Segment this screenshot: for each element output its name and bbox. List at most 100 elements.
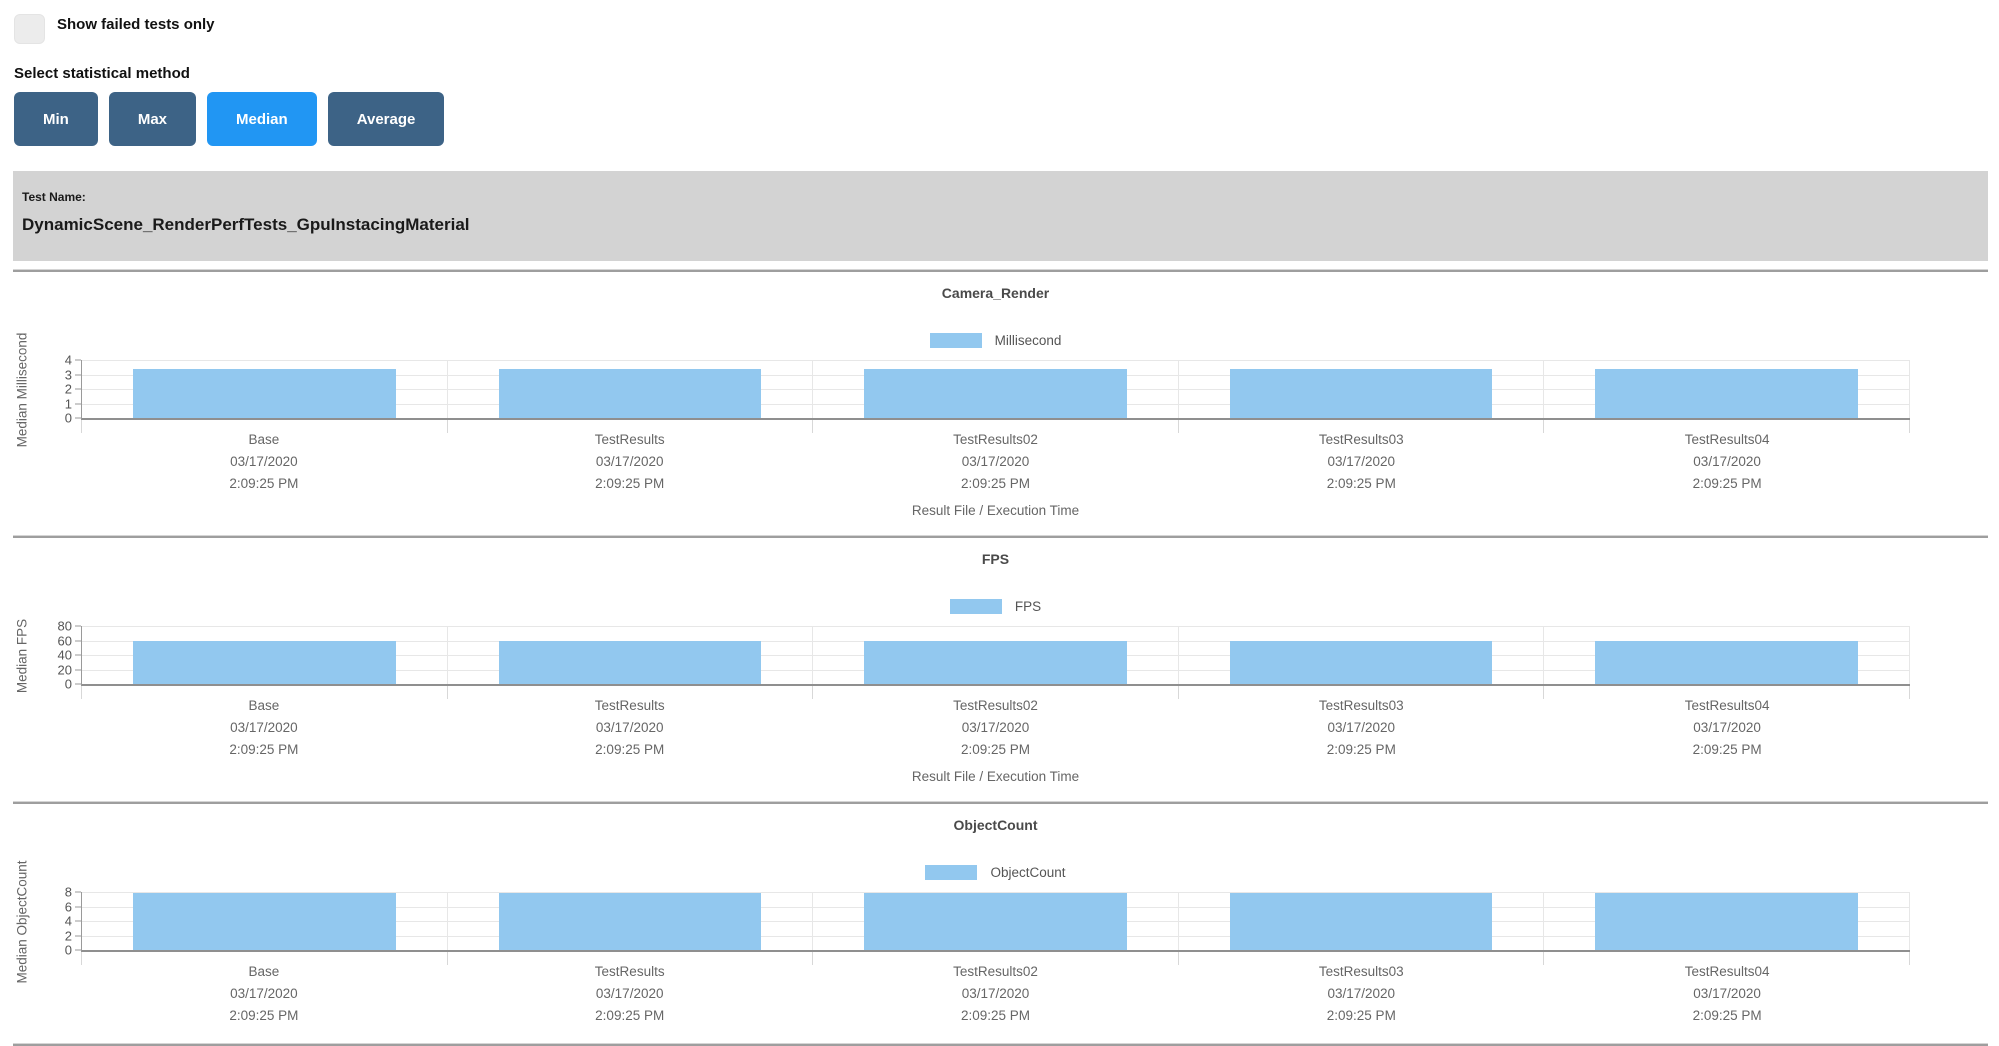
category-time: 2:09:25 PM xyxy=(960,1008,1031,1023)
category-name: Base xyxy=(248,698,280,713)
y-tick-label: 4 xyxy=(64,352,72,368)
h-gridline xyxy=(82,626,1910,627)
show-failed-checkbox[interactable] xyxy=(14,14,45,44)
category-time: 2:09:25 PM xyxy=(229,742,299,757)
y-tick-mark xyxy=(75,654,81,656)
category-label-base: Base 03/17/2020 2:09:25 PM xyxy=(81,695,447,761)
bar-testresults02[interactable] xyxy=(864,893,1127,950)
category-cell xyxy=(82,892,448,965)
category-cell xyxy=(448,892,814,965)
x-axis-category-labels: Base 03/17/2020 2:09:25 PM TestResults 03/17… xyxy=(81,961,1910,1027)
y-tick-mark xyxy=(75,625,81,627)
show-failed-row: Show failed tests only xyxy=(14,14,1999,44)
y-tick-label: 6 xyxy=(64,899,72,914)
category-date: 03/17/2020 xyxy=(595,720,664,735)
category-cell xyxy=(813,626,1179,699)
test-name-banner: Test Name: DynamicScene_RenderPerfTests_… xyxy=(13,171,1988,261)
y-axis-title: Median FPS xyxy=(14,618,30,694)
bar-testresults[interactable] xyxy=(498,641,762,684)
bar-testresults03[interactable] xyxy=(1229,368,1493,418)
bar-base[interactable] xyxy=(133,893,396,950)
category-name: TestResults03 xyxy=(1318,698,1404,713)
category-date: 03/17/2020 xyxy=(1693,720,1761,735)
category-label-testresults02: TestResults02 03/17/2020 2:09:25 PM xyxy=(813,429,1179,495)
stat-button-max[interactable]: Max xyxy=(108,92,197,146)
bar-base[interactable] xyxy=(133,368,396,418)
category-time: 2:09:25 PM xyxy=(1326,742,1396,757)
category-name: TestResults xyxy=(594,432,665,447)
category-time: 2:09:25 PM xyxy=(1326,1008,1396,1023)
y-tick-mark xyxy=(75,640,81,641)
category-cell xyxy=(1179,360,1545,433)
y-tick-mark xyxy=(75,374,81,375)
section-divider xyxy=(13,535,1988,538)
category-cell xyxy=(82,360,448,433)
legend-label: FPS xyxy=(1014,598,1042,614)
category-name: TestResults xyxy=(594,698,665,713)
category-cell xyxy=(82,626,448,699)
category-name: TestResults02 xyxy=(953,698,1038,713)
test-name-value: DynamicScene_RenderPerfTests_GpuInstacin… xyxy=(22,215,470,234)
category-time: 2:09:25 PM xyxy=(595,1008,665,1023)
legend-swatch-icon xyxy=(925,864,978,880)
chart-legend[interactable]: ObjectCount xyxy=(81,864,1910,880)
category-cell xyxy=(1544,892,1910,965)
show-failed-label: Show failed tests only xyxy=(57,16,215,33)
category-time: 2:09:25 PM xyxy=(595,742,665,757)
category-name: TestResults04 xyxy=(1684,964,1770,979)
category-date: 03/17/2020 xyxy=(1327,720,1396,735)
bar-testresults03[interactable] xyxy=(1229,893,1493,950)
bar-testresults04[interactable] xyxy=(1595,641,1858,684)
category-date: 03/17/2020 xyxy=(595,986,664,1001)
category-label-testresults02: TestResults02 03/17/2020 2:09:25 PM xyxy=(813,695,1179,761)
bar-testresults[interactable] xyxy=(498,368,762,418)
category-date: 03/17/2020 xyxy=(230,986,298,1001)
category-label-base: Base 03/17/2020 2:09:25 PM xyxy=(81,961,447,1027)
stat-method-label: Select statistical method xyxy=(14,65,190,82)
category-date: 03/17/2020 xyxy=(961,986,1030,1001)
category-date: 03/17/2020 xyxy=(1693,454,1761,469)
bar-testresults03[interactable] xyxy=(1229,641,1493,684)
chart-legend[interactable]: Millisecond xyxy=(81,332,1910,348)
category-cell xyxy=(1544,626,1910,699)
stat-button-row: Min Max Median Average xyxy=(14,92,1999,146)
test-name-label: Test Name: xyxy=(22,190,86,204)
category-name: TestResults04 xyxy=(1684,432,1770,447)
charts-container: Camera_Render Millisecond Median Millise… xyxy=(0,272,1999,1046)
stat-button-average[interactable]: Average xyxy=(327,92,445,146)
chart-section-fps: FPS FPS Median FPS 0 20 40 60 80 Base 03/17/2… xyxy=(0,538,1999,804)
y-tick-label: 60 xyxy=(57,633,72,648)
section-divider xyxy=(13,801,1988,804)
y-tick-label: 2 xyxy=(64,381,72,397)
category-label-testresults03: TestResults03 03/17/2020 2:09:25 PM xyxy=(1178,961,1544,1027)
stat-button-min[interactable]: Min xyxy=(14,92,98,146)
category-name: TestResults xyxy=(594,964,665,979)
category-cell xyxy=(448,360,814,433)
category-time: 2:09:25 PM xyxy=(1326,476,1396,491)
category-label-testresults03: TestResults03 03/17/2020 2:09:25 PM xyxy=(1178,695,1544,761)
bar-testresults04[interactable] xyxy=(1595,893,1858,950)
bar-base[interactable] xyxy=(133,641,396,684)
y-tick-label: 3 xyxy=(64,367,72,382)
category-label-testresults: TestResults 03/17/2020 2:09:25 PM xyxy=(447,429,813,495)
bar-testresults02[interactable] xyxy=(864,641,1127,684)
bar-testresults04[interactable] xyxy=(1595,368,1858,418)
y-axis-ticks: 0 20 40 60 80 xyxy=(44,620,81,691)
category-time: 2:09:25 PM xyxy=(960,742,1031,757)
category-label-testresults04: TestResults04 03/17/2020 2:09:25 PM xyxy=(1544,695,1910,761)
section-divider xyxy=(13,269,1988,272)
category-label-testresults03: TestResults03 03/17/2020 2:09:25 PM xyxy=(1178,429,1544,495)
stat-button-median[interactable]: Median xyxy=(207,92,317,146)
bar-testresults02[interactable] xyxy=(864,368,1127,418)
category-time: 2:09:25 PM xyxy=(229,1008,299,1023)
bar-testresults[interactable] xyxy=(498,893,762,950)
category-label-testresults04: TestResults04 03/17/2020 2:09:25 PM xyxy=(1544,429,1910,495)
y-tick-mark xyxy=(75,388,81,390)
y-tick-label: 0 xyxy=(64,676,72,692)
category-cell xyxy=(813,360,1179,433)
chart-section-camera_render: Camera_Render Millisecond Median Millise… xyxy=(0,272,1999,538)
chart-legend[interactable]: FPS xyxy=(81,598,1910,614)
category-date: 03/17/2020 xyxy=(1693,986,1761,1001)
y-tick-mark xyxy=(75,949,81,951)
category-name: TestResults03 xyxy=(1318,432,1404,447)
